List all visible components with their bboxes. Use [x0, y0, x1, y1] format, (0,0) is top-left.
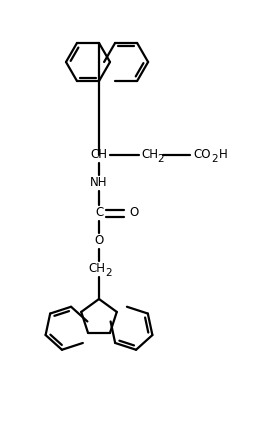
Text: CH: CH [91, 148, 107, 161]
Text: NH: NH [90, 176, 108, 190]
Text: C: C [95, 206, 103, 220]
Text: O: O [129, 206, 138, 220]
Text: H: H [219, 148, 227, 161]
Text: 2: 2 [158, 154, 164, 164]
Text: 2: 2 [212, 154, 218, 164]
Text: CH: CH [88, 263, 106, 275]
Text: CO: CO [193, 148, 211, 161]
Text: O: O [94, 235, 104, 248]
Text: 2: 2 [106, 268, 112, 278]
Text: CH: CH [142, 148, 158, 161]
